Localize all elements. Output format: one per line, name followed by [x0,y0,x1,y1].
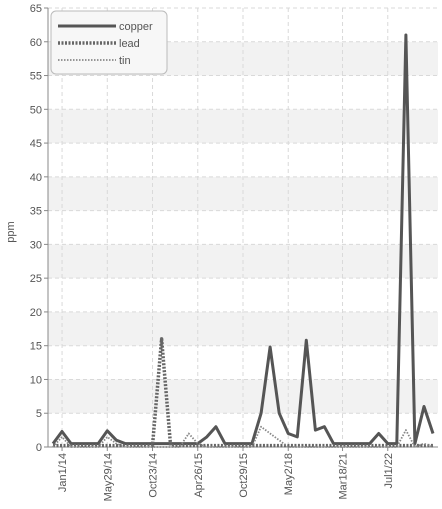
x-tick-label: May29/14 [102,453,114,501]
series-lines [51,33,435,448]
series-line-copper [51,33,435,446]
y-tick-label: 45 [30,138,42,150]
x-tick-label: Oct29/15 [238,453,250,498]
y-tick-label: 20 [30,307,42,319]
y-tick-label: 25 [30,273,42,285]
y-tick-label: 40 [30,172,42,184]
x-tick-label: May2/18 [283,453,295,495]
x-tick-label: Jan1/14 [57,453,69,492]
y-tick-label: 15 [30,341,42,353]
y-tick-label: 60 [30,37,42,49]
y-tick-label: 10 [30,374,42,386]
x-tick-label: Jul1/22 [383,453,395,488]
gridlines [48,7,438,448]
y-tick-label: 35 [30,206,42,218]
series-line-tin [52,425,434,448]
series-line-lead [53,337,433,448]
x-tick-label: Oct23/14 [148,453,160,498]
legend-label-copper: copper [119,21,153,33]
y-tick-label: 65 [30,3,42,15]
y-axis-title: ppm [5,221,17,242]
legend-label-tin: tin [119,55,131,67]
x-axis-ticks: Jan1/14 May29/14 Oct23/14 Apr26/15 Oct29/15 M… [57,447,395,501]
y-tick-label: 5 [36,408,42,420]
x-tick-label: Mar18/21 [338,453,350,499]
legend-label-lead: lead [119,38,140,50]
y-tick-label: 0 [36,442,42,454]
y-axis-ticks: 0 5 10 15 20 25 30 35 40 45 50 55 60 65 [30,3,48,454]
y-tick-label: 30 [30,239,42,251]
y-tick-label: 50 [30,104,42,116]
y-tick-label: 55 [30,71,42,83]
x-tick-label: Apr26/15 [193,453,205,498]
legend: copper lead tin [50,10,168,75]
